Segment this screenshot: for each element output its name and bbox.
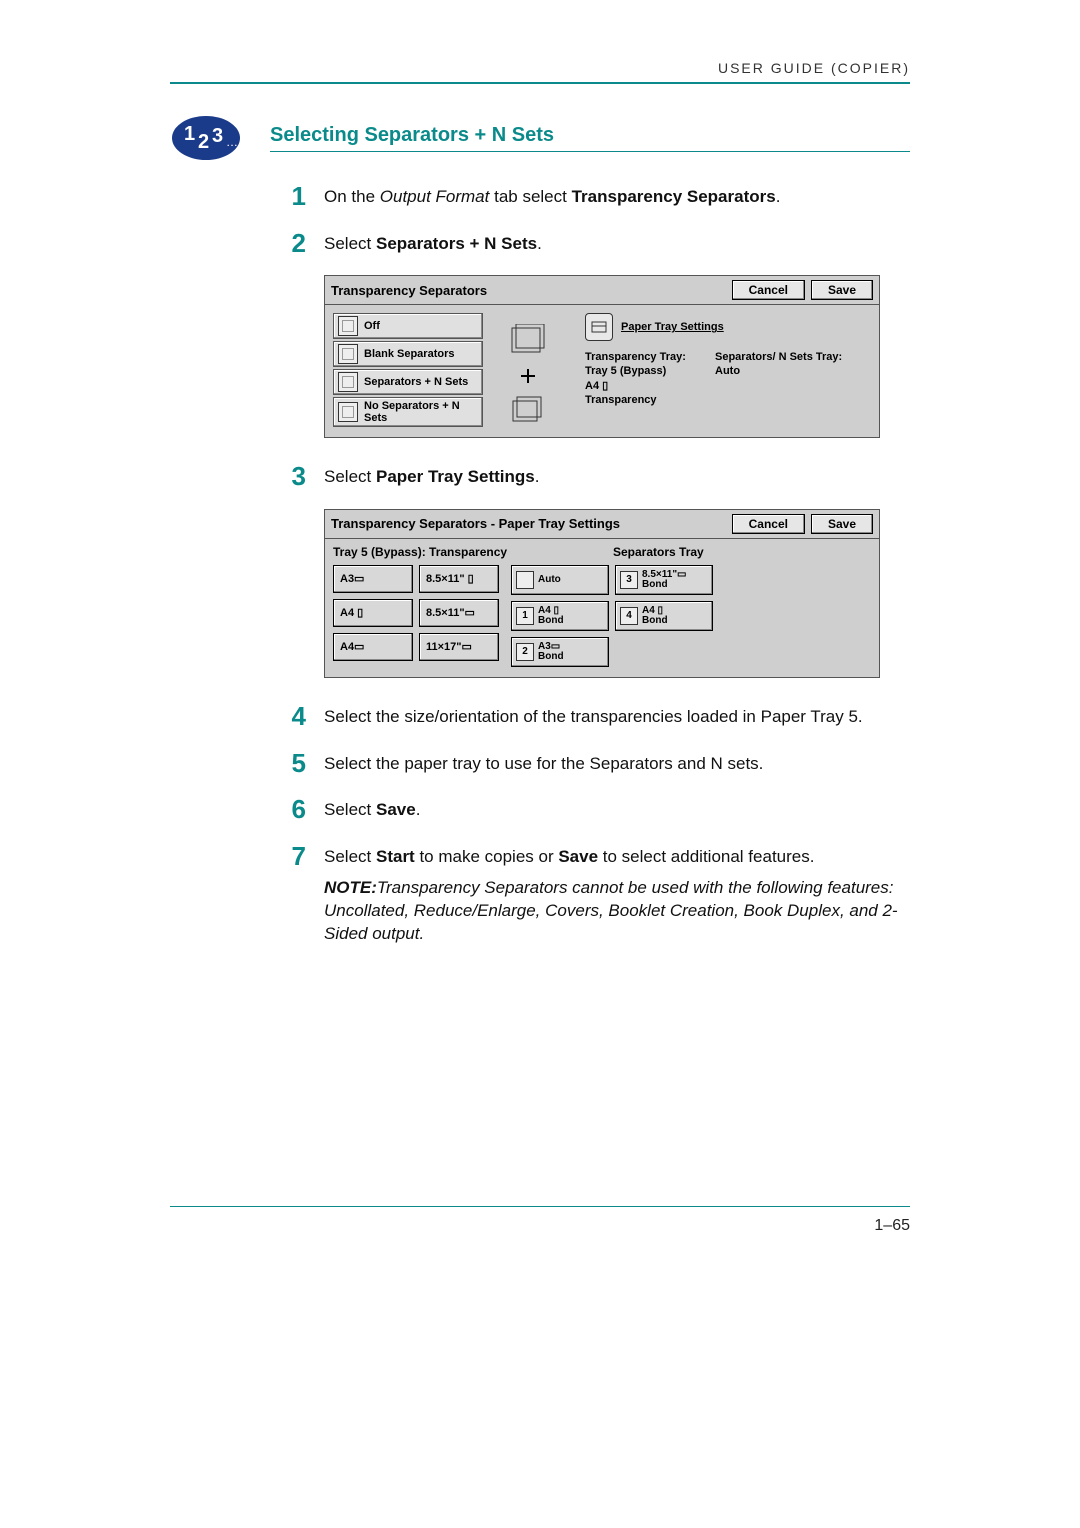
step-body: Select Save. [324,795,420,824]
step-body: Select the paper tray to use for the Sep… [324,749,763,778]
preview-illustration [483,313,573,429]
tray-badge-icon: 4 [620,607,638,625]
option-off[interactable]: Off [333,313,483,339]
svg-text:3: 3 [212,125,223,147]
svg-text:2: 2 [198,131,209,153]
separator-tray-1[interactable]: 1A4 ▯Bond [511,601,609,631]
separator-tray-3[interactable]: 38.5×11"▭Bond [615,565,713,595]
step-number: 1 [270,182,306,211]
step-body: Select the size/orientation of the trans… [324,702,863,731]
step-number: 4 [270,702,306,731]
value-tray5: Tray 5 (Bypass) [585,365,715,377]
size-a3[interactable]: A3▭ [333,565,413,593]
step-2: 2 Select Separators + N Sets. [270,229,910,258]
paper-tray-settings-link[interactable]: Paper Tray Settings [585,313,871,341]
step-number: 3 [270,462,306,491]
value-auto: Auto [715,365,740,377]
option-icon [338,372,358,392]
step-6: 6 Select Save. [270,795,910,824]
tray-badge-icon: 1 [516,607,534,625]
option-icon [338,316,358,336]
save-button[interactable]: Save [811,280,873,300]
section-title: Selecting Separators + N Sets [270,124,910,152]
tray-icon [585,313,613,341]
option-separators-n-sets[interactable]: Separators + N Sets [333,369,483,395]
header-rule [170,82,910,84]
value-a4: A4 ▯ [585,379,715,392]
size-85x11-portrait[interactable]: 8.5×11" ▯ [419,565,499,593]
step-3: 3 Select Paper Tray Settings. [270,462,910,491]
option-blank-separators[interactable]: Blank Separators [333,341,483,367]
step-number: 7 [270,842,306,946]
label-separators-tray: Separators/ N Sets Tray: [715,351,842,363]
step-number: 5 [270,749,306,778]
option-no-separators-n-sets[interactable]: No Separators + N Sets [333,397,483,427]
step-body: Select Separators + N Sets. [324,229,542,258]
tray-badge-icon: 2 [516,643,534,661]
size-11x17[interactable]: 11×17"▭ [419,633,499,661]
step-number: 6 [270,795,306,824]
size-a4-portrait[interactable]: A4 ▯ [333,599,413,627]
step-body: Select Start to make copies or Save to s… [324,842,910,946]
value-transparency: Transparency [585,394,715,406]
note-label: NOTE: [324,878,377,897]
svg-text:…: … [226,135,238,149]
step-5: 5 Select the paper tray to use for the S… [270,749,910,778]
step-1: 1 On the Output Format tab select Transp… [270,182,910,211]
dialog-paper-tray-settings: Transparency Separators - Paper Tray Set… [324,509,880,678]
footer-rule [170,1206,910,1207]
save-button[interactable]: Save [811,514,873,534]
tray-badge-icon [516,571,534,589]
step-7: 7 Select Start to make copies or Save to… [270,842,910,946]
size-a4-landscape[interactable]: A4▭ [333,633,413,661]
steps-123-icon: 1 2 3 … [170,114,242,162]
label-transparency-tray: Transparency Tray: [585,351,715,363]
separator-tray-2[interactable]: 2A3▭Bond [511,637,609,667]
label-separators-tray: Separators Tray [613,545,704,559]
page-header: USER GUIDE (COPIER) [170,60,910,76]
step-body: Select Paper Tray Settings. [324,462,539,491]
dialog-title: Transparency Separators - Paper Tray Set… [331,516,620,531]
cancel-button[interactable]: Cancel [732,514,805,534]
option-icon [338,344,358,364]
separator-tray-4[interactable]: 4A4 ▯Bond [615,601,713,631]
cancel-button[interactable]: Cancel [732,280,805,300]
option-icon [338,402,358,422]
page-number: 1–65 [170,1217,910,1235]
note-text: Transparency Separators cannot be used w… [324,878,898,943]
step-4: 4 Select the size/orientation of the tra… [270,702,910,731]
step-number: 2 [270,229,306,258]
dialog-title: Transparency Separators [331,283,487,298]
size-85x11-landscape[interactable]: 8.5×11"▭ [419,599,499,627]
step-body: On the Output Format tab select Transpar… [324,182,780,211]
dialog-transparency-separators: Transparency Separators Cancel Save Off … [324,275,880,438]
svg-text:1: 1 [184,123,195,145]
separator-auto[interactable]: Auto [511,565,609,595]
label-tray5-transparency: Tray 5 (Bypass): Transparency [333,545,613,559]
tray-badge-icon: 3 [620,571,638,589]
